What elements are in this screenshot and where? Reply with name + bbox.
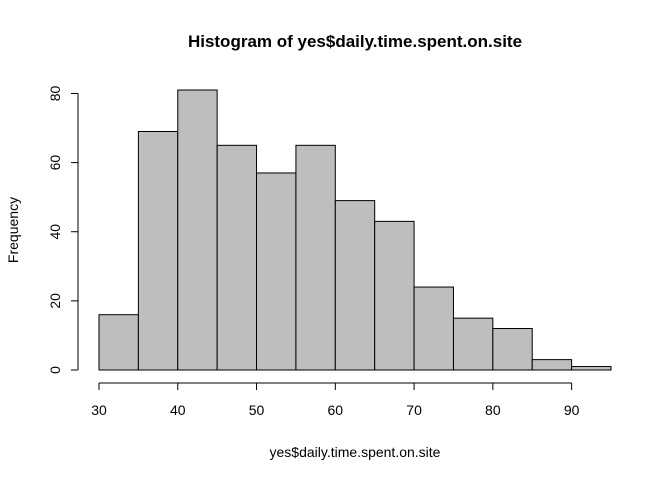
histogram-bar-10 xyxy=(492,328,533,371)
histogram-bar-6 xyxy=(334,200,376,371)
y-tick-label-4: 80 xyxy=(47,85,63,101)
histogram-bar-12 xyxy=(571,366,612,371)
histogram-bar-9 xyxy=(452,317,494,371)
y-tick-label-1: 20 xyxy=(47,293,63,309)
y-tick-label-0: 0 xyxy=(47,366,63,374)
histogram-bar-1 xyxy=(137,130,179,371)
x-tick-label-2: 50 xyxy=(249,402,265,418)
histogram-bar-5 xyxy=(295,144,336,371)
x-tick-label-1: 40 xyxy=(170,402,186,418)
y-axis-label: Frequency xyxy=(5,197,21,263)
chart-title: Histogram of yes$daily.time.spent.on.sit… xyxy=(188,32,522,51)
histogram-bar-2 xyxy=(177,89,218,371)
y-tick-label-2: 40 xyxy=(47,224,63,240)
histogram-bar-8 xyxy=(413,286,454,371)
histogram-bar-3 xyxy=(216,144,258,371)
x-tick-label-6: 90 xyxy=(564,402,580,418)
x-tick-label-0: 30 xyxy=(91,402,107,418)
histogram-bar-4 xyxy=(256,172,297,371)
y-axis: 0 20 40 60 80 xyxy=(47,85,79,374)
histogram-bar-7 xyxy=(374,220,415,371)
x-tick-label-4: 70 xyxy=(406,402,422,418)
y-tick-label-3: 60 xyxy=(47,155,63,171)
histogram-bar-11 xyxy=(531,359,573,371)
bars-group xyxy=(98,89,612,371)
x-axis-label: yes$daily.time.spent.on.site xyxy=(270,444,441,460)
x-tick-label-3: 60 xyxy=(328,402,344,418)
x-tick-label-5: 80 xyxy=(485,402,501,418)
histogram-bar-0 xyxy=(98,314,139,371)
x-axis: 30 40 50 60 70 80 90 xyxy=(91,382,580,418)
